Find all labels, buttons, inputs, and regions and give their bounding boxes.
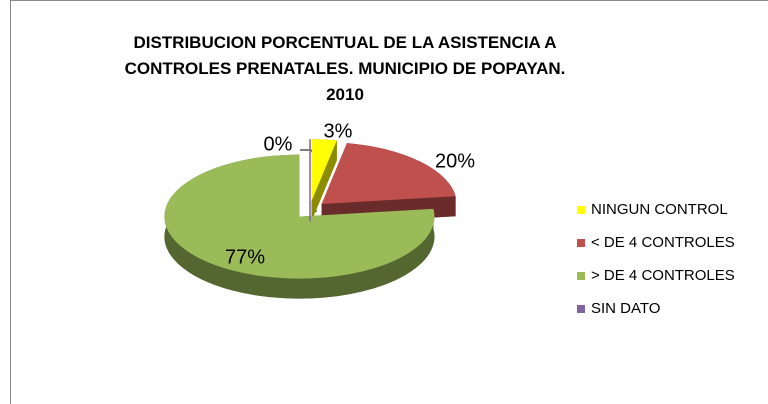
chart-title: DISTRIBUCION PORCENTUAL DE LA ASISTENCIA… bbox=[124, 33, 566, 104]
data-label: 77% bbox=[225, 246, 265, 268]
legend-label: NINGUN CONTROL bbox=[591, 201, 728, 218]
data-label: 0% bbox=[264, 133, 293, 155]
legend-label: SIN DATO bbox=[591, 300, 660, 317]
legend-swatch bbox=[577, 272, 585, 280]
legend-swatch bbox=[577, 239, 585, 247]
slice-wall bbox=[311, 140, 337, 222]
data-label: 3% bbox=[324, 120, 353, 142]
chart-frame bbox=[10, 0, 768, 404]
legend-swatch bbox=[577, 206, 585, 214]
data-label: 20% bbox=[435, 150, 475, 172]
pie-slice bbox=[164, 154, 435, 279]
legend-swatch bbox=[577, 305, 585, 313]
legend-label: < DE 4 CONTROLES bbox=[591, 234, 735, 251]
legend-label: > DE 4 CONTROLES bbox=[591, 267, 735, 284]
pie-slice bbox=[311, 139, 337, 202]
pie-slice bbox=[321, 143, 456, 204]
